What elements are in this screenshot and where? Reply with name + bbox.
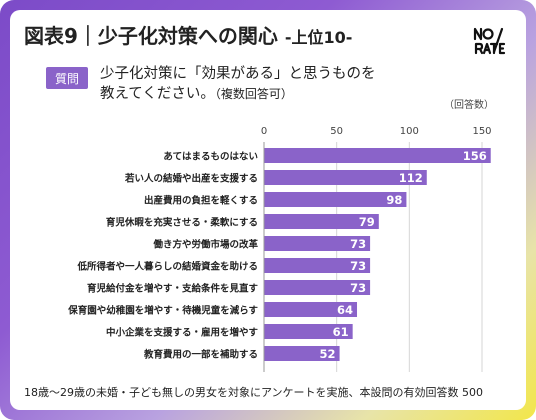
- bar-value-label-8: 61: [333, 325, 349, 339]
- norate-logo: [473, 27, 506, 55]
- question-line-1: 少子化対策に「効果がある」と思うものを: [100, 66, 376, 82]
- infographic-card: 図表9｜少子化対策への関心 -上位10- 質問 少子化対策に「効果がある」と思う…: [10, 10, 526, 410]
- category-label-6: 育児給付金を増やす・支給条件を見直す: [87, 283, 259, 295]
- bar-value-label-5: 73: [350, 259, 366, 273]
- bar-value-label-1: 112: [399, 171, 423, 185]
- bar-5: [264, 258, 371, 273]
- category-label-0: あてはまるものはない: [163, 151, 258, 163]
- tick-label-150: 150: [472, 126, 491, 137]
- figure-subtitle: -上位10-: [284, 28, 353, 47]
- bar-7: [264, 302, 358, 317]
- bar-2: [264, 192, 407, 207]
- bar-value-label-6: 73: [350, 281, 366, 295]
- category-label-3: 育児休暇を充実させる・柔軟にする: [106, 217, 258, 229]
- bar-value-label-2: 98: [386, 193, 402, 207]
- category-label-4: 働き方や労働市場の改革: [152, 239, 258, 251]
- bar-value-label-4: 73: [350, 237, 366, 251]
- question-note: （複数回答可）: [214, 87, 293, 101]
- tick-label-50: 50: [330, 126, 343, 137]
- bar-value-label-3: 79: [359, 215, 375, 229]
- category-label-8: 中小企業を支援する・雇用を増やす: [106, 327, 259, 339]
- question-line-2-text: 教えてください。: [100, 86, 215, 102]
- bar-chart: 0 50 100 150 156 あてはまるものはない 112 若い人の結婚や出産を支援する 9…: [67, 126, 492, 372]
- unit-label: （回答数）: [444, 100, 494, 111]
- bar-value-label-0: 156: [463, 149, 487, 163]
- bar-value-label-9: 52: [320, 347, 336, 361]
- bar-4: [264, 236, 371, 251]
- bar-9: [264, 346, 340, 361]
- category-label-2: 出産費用の負担を軽くする: [144, 195, 258, 207]
- category-label-1: 若い人の結婚や出産を支援する: [124, 173, 258, 185]
- tick-label-0: 0: [261, 126, 267, 137]
- bar-value-label-7: 64: [337, 303, 353, 317]
- question-text: 少子化対策に「効果がある」と思うものを 教えてください。（複数回答可）: [100, 64, 460, 104]
- question-badge: 質問: [46, 67, 88, 89]
- bar-3: [264, 214, 379, 229]
- question-line-2: 教えてください。（複数回答可）: [100, 84, 460, 104]
- bar-1: [264, 170, 427, 185]
- category-label-7: 保育園や幼稚園を増やす・待機児童を減らす: [67, 305, 258, 317]
- bar-6: [264, 280, 371, 295]
- bar-0: [264, 148, 491, 163]
- category-label-9: 教育費用の一部を補助する: [143, 349, 258, 361]
- bar-8: [264, 324, 353, 339]
- category-label-5: 低所得者や一人暮らしの結婚資金を助ける: [76, 261, 258, 273]
- figure-title-text: 図表9｜少子化対策への関心: [24, 24, 278, 48]
- figure-title: 図表9｜少子化対策への関心 -上位10-: [24, 20, 352, 49]
- footer-note: 18歳～29歳の未婚・子ども無しの男女を対象にアンケートを実施、本設問の有効回答…: [24, 386, 484, 399]
- tick-label-100: 100: [400, 126, 419, 137]
